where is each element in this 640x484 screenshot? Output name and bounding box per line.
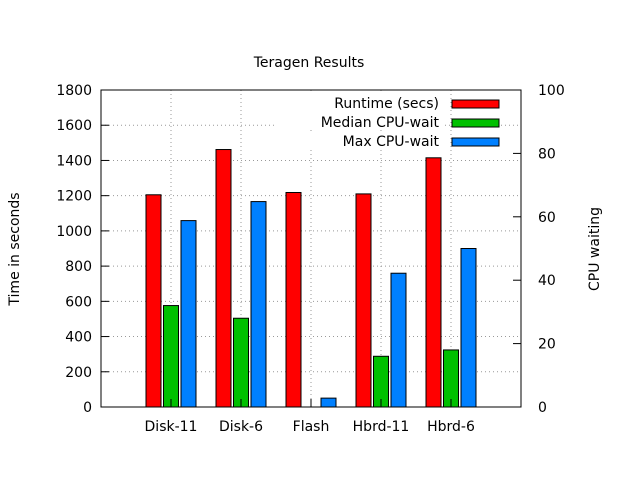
x-tick-label: Hbrd-6: [427, 419, 475, 435]
y2-axis-label: CPU waiting: [587, 207, 603, 291]
y-axis-label: Time in seconds: [7, 192, 23, 306]
y-tick-label: 1000: [56, 224, 92, 240]
bars: [145, 149, 477, 408]
y2-tick-label: 80: [538, 146, 556, 162]
legend: Runtime (secs) Median CPU-wait Max CPU-wai…: [277, 94, 500, 150]
y-tick-label: 600: [65, 294, 92, 310]
bar-max-cpu-wait-hbrd-6: [460, 248, 477, 408]
x-tick-label: Hbrd-11: [353, 419, 410, 435]
y-tick-label: 400: [65, 330, 92, 346]
y2-tick-label: 0: [538, 400, 547, 416]
legend-bg: [277, 113, 445, 130]
bar-median-cpu-wait-disk-11: [163, 305, 179, 408]
y-tick-label: 1600: [56, 118, 92, 134]
y-tick-label: 800: [65, 259, 92, 275]
y2-tick-label: 100: [538, 83, 565, 99]
bar-max-cpu-wait-hbrd-11: [390, 272, 407, 408]
y2-tick-label: 40: [538, 273, 556, 289]
bar-runtime-secs-disk-6: [215, 149, 232, 408]
legend-label: Max CPU-wait: [343, 134, 440, 150]
axis-ticks: 0 200 400 600 800 1000 1200 1400 1600 1800 0 20 40 60…: [56, 83, 564, 435]
legend-label: Runtime (secs): [334, 96, 439, 112]
bar-max-cpu-wait-disk-6: [250, 201, 267, 408]
y2-tick-label: 60: [538, 210, 556, 226]
y-tick-label: 200: [65, 365, 92, 381]
bar-runtime-secs-disk-11: [145, 194, 162, 408]
x-tick-label: Disk-6: [219, 419, 263, 435]
bar-median-cpu-wait-hbrd-6: [443, 349, 459, 408]
bar-median-cpu-wait-disk-6: [233, 317, 249, 408]
bar-max-cpu-wait-disk-11: [180, 220, 197, 408]
chart-title: Teragen Results: [253, 55, 365, 71]
y-tick-label: 1800: [56, 83, 92, 99]
legend-swatch: [451, 118, 500, 128]
x-tick-label: Disk-11: [145, 419, 198, 435]
y-tick-label: 1400: [56, 153, 92, 169]
bar-runtime-secs-flash: [285, 191, 302, 408]
y-tick-label: 0: [83, 400, 92, 416]
legend-label: Median CPU-wait: [321, 115, 440, 131]
legend-bg: [277, 132, 445, 149]
x-tick-label: Flash: [293, 419, 330, 435]
legend-bg: [277, 94, 445, 111]
bar-runtime-secs-hbrd-6: [425, 157, 442, 408]
bar-runtime-secs-hbrd-11: [355, 193, 372, 408]
bar-max-cpu-wait-flash: [320, 397, 337, 408]
y-tick-label: 1200: [56, 189, 92, 205]
legend-swatch: [451, 99, 500, 109]
y2-tick-label: 20: [538, 337, 556, 353]
legend-swatch: [451, 137, 500, 147]
